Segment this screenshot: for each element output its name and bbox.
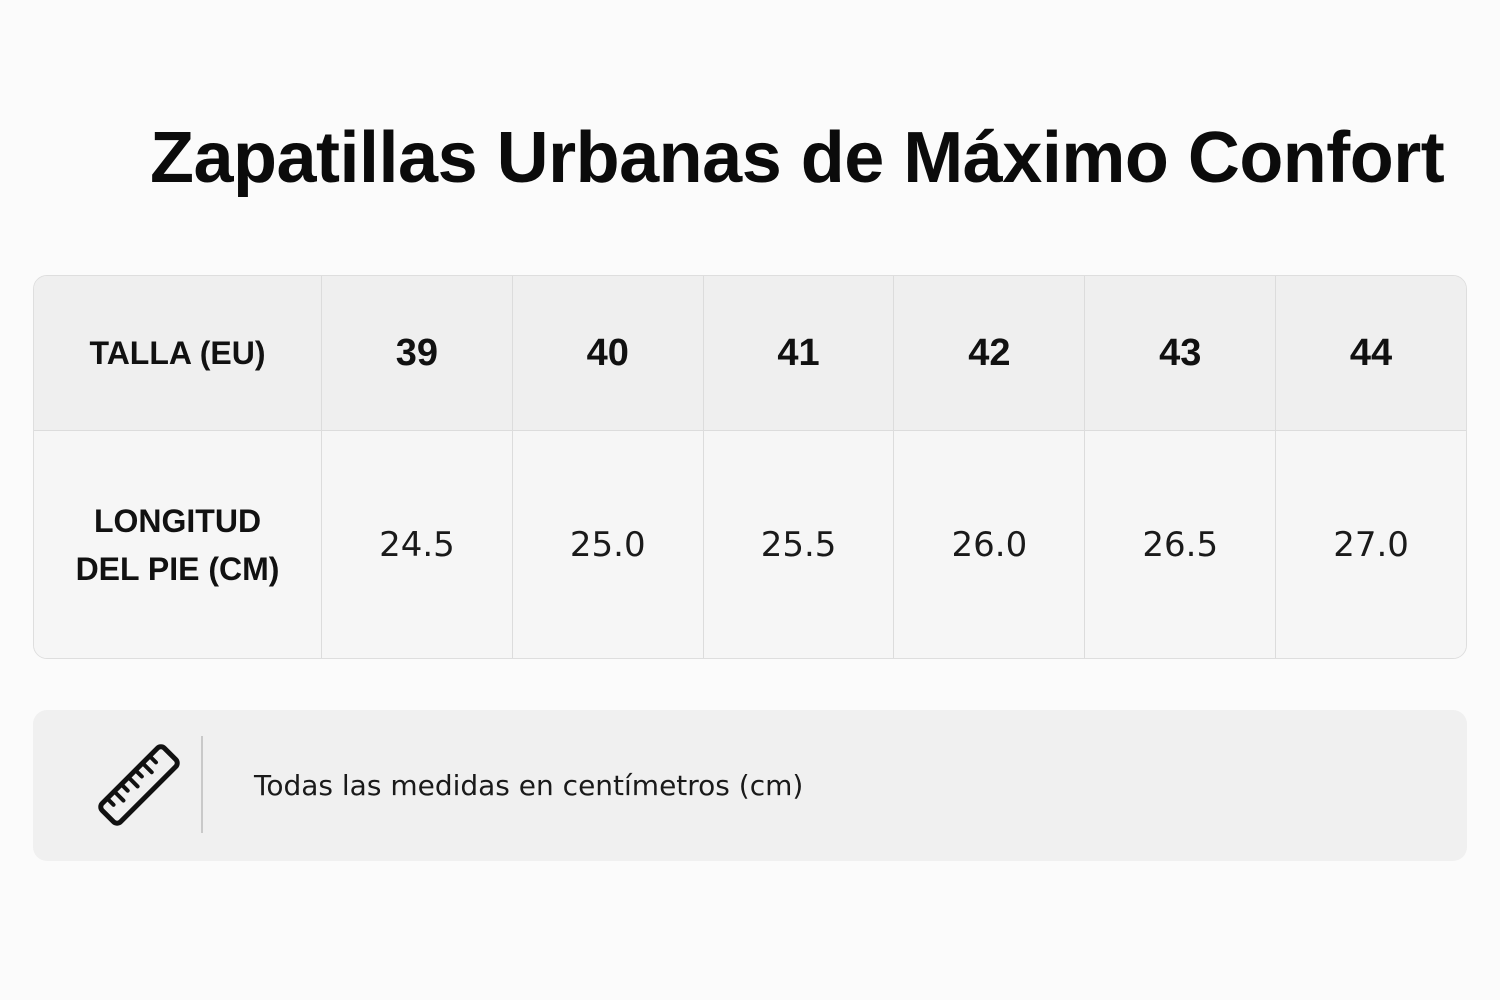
foot-length-row-label-text: LONGITUD DEL PIE (CM) xyxy=(75,502,280,587)
size-row-label: TALLA (EU) xyxy=(34,276,322,430)
length-cell-41: 25.5 xyxy=(704,431,895,658)
ruler-icon xyxy=(89,735,189,835)
table-row-foot-length: LONGITUD DEL PIE (CM) 24.5 25.0 25.5 26.… xyxy=(34,431,1466,658)
size-cell-42: 42 xyxy=(894,276,1086,430)
size-chart-table: TALLA (EU) 39 40 41 42 43 44 LONGITUD DE… xyxy=(33,275,1467,659)
page-title: Zapatillas Urbanas de Máximo Confort xyxy=(150,118,1445,198)
size-row-label-text: TALLA (EU) xyxy=(89,335,266,371)
table-header-row: TALLA (EU) 39 40 41 42 43 44 xyxy=(34,276,1466,431)
length-cell-40: 25.0 xyxy=(513,431,704,658)
size-cell-43: 43 xyxy=(1085,276,1277,430)
length-cell-44: 27.0 xyxy=(1333,524,1409,565)
size-cell-41: 41 xyxy=(704,276,895,430)
note-text: Todas las medidas en centímetros (cm) xyxy=(254,769,804,802)
measurement-note: Todas las medidas en centímetros (cm) xyxy=(33,710,1467,861)
size-cell-44: 44 xyxy=(1349,331,1393,374)
length-cell-39: 24.5 xyxy=(322,431,513,658)
size-cell-39: 39 xyxy=(322,276,513,430)
note-divider xyxy=(201,736,203,833)
length-cell-43: 26.5 xyxy=(1085,431,1277,658)
length-cell-42: 26.0 xyxy=(894,431,1086,658)
foot-length-row-label: LONGITUD DEL PIE (CM) xyxy=(34,431,322,658)
size-cell-40: 40 xyxy=(513,276,704,430)
